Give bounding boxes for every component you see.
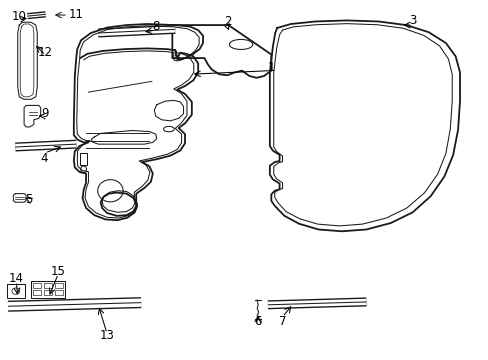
Bar [80,153,87,165]
Bar [33,283,41,288]
Bar [31,281,65,298]
Text: 11: 11 [69,8,83,21]
Bar [55,290,62,295]
Text: 9: 9 [41,107,48,120]
Text: 8: 8 [152,20,159,33]
Bar [33,290,41,295]
Text: 15: 15 [51,265,65,278]
Text: 10: 10 [12,10,27,23]
Text: 5: 5 [25,193,33,206]
Text: 2: 2 [223,15,231,28]
Text: 4: 4 [41,152,48,165]
Text: 6: 6 [254,315,262,328]
Bar [44,283,52,288]
Bar [44,290,52,295]
Bar [6,284,25,298]
Text: 13: 13 [100,329,114,342]
Text: 12: 12 [38,46,53,59]
Text: 14: 14 [9,272,24,285]
Bar [55,283,62,288]
Text: 3: 3 [408,14,416,27]
Text: 1: 1 [267,60,275,73]
Text: 7: 7 [278,315,285,328]
